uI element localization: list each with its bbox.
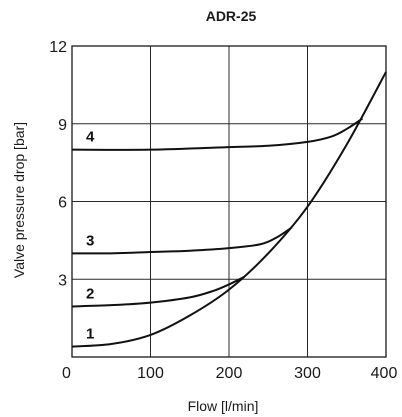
chart-title: ADR-25 (206, 8, 257, 24)
grid (72, 46, 386, 357)
y-tick-label: 9 (58, 117, 67, 134)
series-curves (71, 71, 387, 348)
curve-labels: 1 2 3 4 (86, 129, 95, 343)
x-tick-label: 300 (294, 365, 321, 382)
series-line-2 (71, 275, 246, 308)
y-tick-labels: 3 6 9 12 (49, 39, 67, 289)
curve-label-4: 4 (86, 129, 95, 146)
x-tick-label: 200 (216, 365, 243, 382)
x-tick-label: 100 (137, 365, 164, 382)
y-tick-label: 3 (58, 272, 67, 289)
x-tick-label: 0 (62, 365, 71, 382)
y-axis-label: Valve pressure drop [bar] (11, 122, 27, 278)
curve-label-1: 1 (86, 326, 94, 343)
series-line-1 (71, 71, 387, 348)
x-tick-labels: 0 100 200 300 400 (62, 365, 397, 382)
y-tick-label: 6 (58, 195, 67, 212)
plot-frame (71, 45, 387, 358)
curve-label-2: 2 (86, 285, 94, 302)
series-line-3 (71, 226, 293, 255)
x-tick-label: 400 (371, 365, 398, 382)
y-tick-label: 12 (49, 39, 67, 56)
curve-label-3: 3 (86, 232, 94, 249)
series-line-4 (71, 117, 364, 151)
x-axis-label: Flow [l/min] (188, 398, 259, 414)
